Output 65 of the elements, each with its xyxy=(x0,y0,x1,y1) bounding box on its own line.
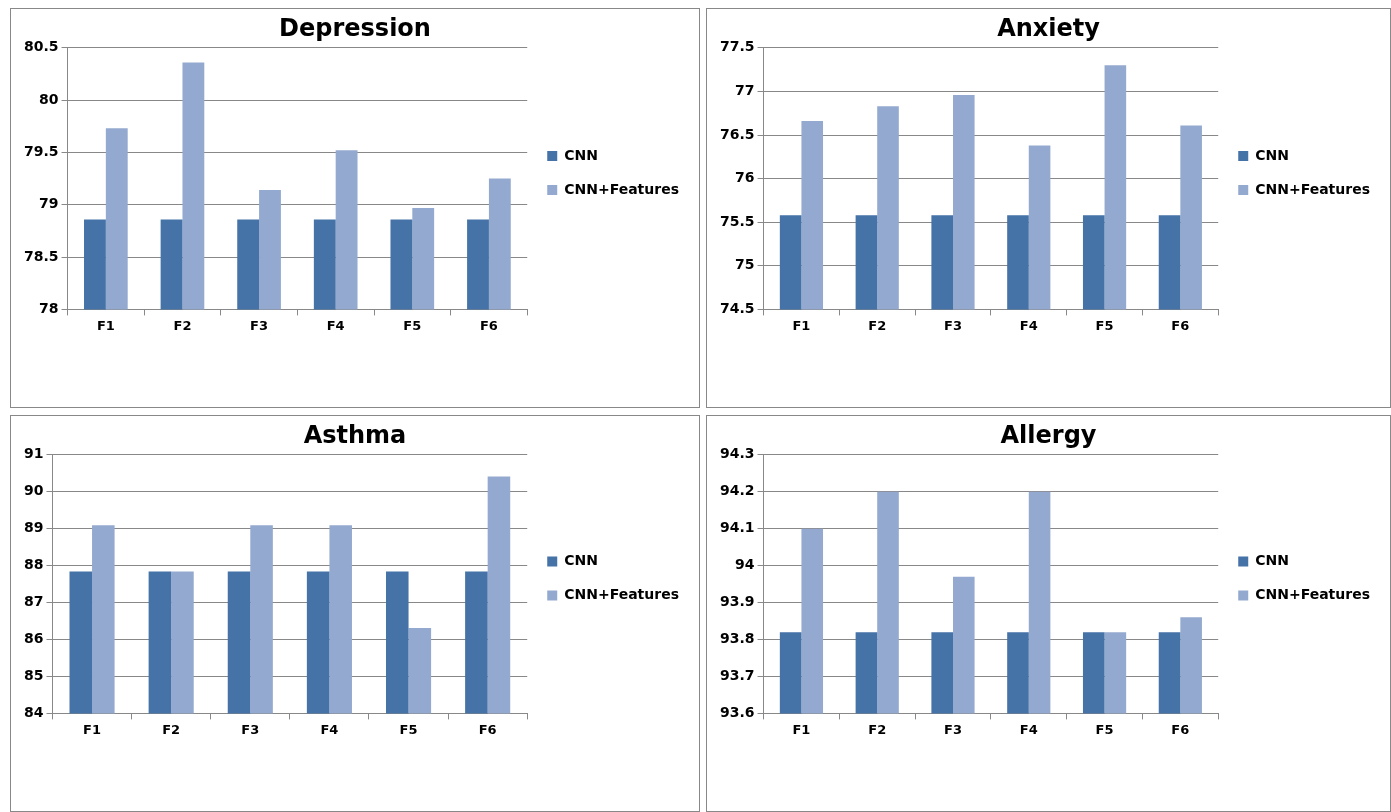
y-tick-label: 84 xyxy=(24,704,44,721)
y-tick-label: 94 xyxy=(735,556,755,573)
x-tick-label: F6 xyxy=(1171,721,1190,737)
y-tick-label: 93.7 xyxy=(720,667,755,684)
x-tick-label: F5 xyxy=(399,721,418,737)
x-tick-label: F4 xyxy=(326,317,345,333)
y-tick-label: 80 xyxy=(39,90,59,107)
y-tick-label: 94.1 xyxy=(720,519,755,536)
x-tick-label: F1 xyxy=(792,721,811,737)
x-tick-label: F4 xyxy=(1019,317,1038,333)
legend-label: CNN+Features xyxy=(1255,180,1371,197)
y-tick-label: 94.2 xyxy=(720,482,755,499)
x-tick-label: F1 xyxy=(792,317,811,333)
x-tick-label: F2 xyxy=(173,317,192,333)
legend-label: CNN xyxy=(564,146,598,163)
y-tick-label: 94.3 xyxy=(720,445,755,462)
x-tick-label: F5 xyxy=(403,317,422,333)
y-tick-label: 76.5 xyxy=(720,125,755,142)
chart-title: Anxiety xyxy=(997,13,1101,42)
legend-label: CNN+Features xyxy=(564,180,680,197)
y-tick-label: 74.5 xyxy=(720,300,755,317)
x-tick-label: F3 xyxy=(944,317,962,333)
y-tick-label: 85 xyxy=(24,667,44,684)
x-tick-label: F3 xyxy=(250,317,269,333)
chart-title: Depression xyxy=(279,13,431,42)
x-tick-label: F2 xyxy=(162,721,181,737)
legend-label: CNN+Features xyxy=(564,586,680,603)
x-tick-label: F6 xyxy=(479,317,498,333)
y-tick-label: 75 xyxy=(735,256,755,273)
x-tick-label: F2 xyxy=(868,721,887,737)
x-tick-label: F1 xyxy=(96,317,115,333)
y-tick-label: 86 xyxy=(24,630,44,647)
y-tick-label: 93.9 xyxy=(720,593,755,610)
legend-label: CNN xyxy=(564,552,598,569)
y-tick-label: 79.5 xyxy=(24,143,59,160)
y-tick-label: 76 xyxy=(735,169,755,186)
y-tick-label: 89 xyxy=(24,519,44,536)
y-tick-label: 79 xyxy=(39,195,59,212)
y-tick-label: 78.5 xyxy=(24,247,59,264)
x-tick-label: F6 xyxy=(1171,317,1190,333)
y-tick-label: 90 xyxy=(24,482,44,499)
y-tick-label: 87 xyxy=(24,593,44,610)
y-tick-label: 77.5 xyxy=(720,38,755,55)
x-tick-label: F3 xyxy=(241,721,260,737)
x-tick-label: F1 xyxy=(83,721,102,737)
x-tick-label: F4 xyxy=(1019,721,1038,737)
x-tick-label: F3 xyxy=(944,721,962,737)
x-tick-label: F6 xyxy=(478,721,497,737)
legend-label: CNN+Features xyxy=(1255,586,1371,603)
x-tick-label: F5 xyxy=(1095,721,1114,737)
y-tick-label: 77 xyxy=(735,82,755,99)
y-tick-label: 78 xyxy=(39,300,59,317)
chart-title: Asthma xyxy=(303,420,407,449)
y-tick-label: 93.8 xyxy=(720,630,755,647)
y-tick-label: 75.5 xyxy=(720,212,755,229)
y-tick-label: 88 xyxy=(24,556,44,573)
y-tick-label: 91 xyxy=(24,445,44,462)
x-tick-label: F5 xyxy=(1095,317,1114,333)
y-tick-label: 93.6 xyxy=(720,704,755,721)
x-tick-label: F4 xyxy=(320,721,339,737)
chart-title: Allergy xyxy=(1000,420,1097,449)
x-tick-label: F2 xyxy=(868,317,887,333)
y-tick-label: 80.5 xyxy=(24,38,59,55)
legend-label: CNN xyxy=(1255,146,1289,163)
legend-label: CNN xyxy=(1255,552,1289,569)
